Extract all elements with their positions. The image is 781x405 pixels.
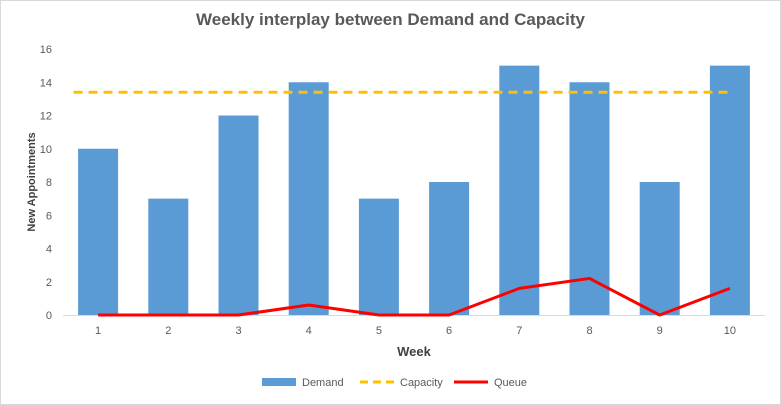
demand-bar [78,148,119,315]
y-tick-label: 0 [46,310,52,322]
demand-bar [218,115,259,315]
legend-label: Queue [494,377,527,389]
demand-bar [148,198,189,315]
legend-label: Capacity [400,377,443,389]
x-axis-label: Week [397,344,431,359]
x-tick-label: 7 [516,325,522,337]
demand-bar [358,198,399,315]
y-tick-label: 4 [46,244,52,256]
x-tick-label: 6 [446,325,452,337]
demand-bars [78,65,750,315]
y-tick-label: 6 [46,210,52,222]
queue-line [98,276,731,317]
chart-title: Weekly interplay between Demand and Capa… [196,10,585,29]
demand-bar [709,65,750,315]
demand-bar [288,82,329,315]
x-tick-label: 2 [165,325,171,337]
x-axis-ticks: 1 2 3 4 5 6 7 8 9 10 [95,325,736,337]
y-axis-ticks: 0 2 4 6 8 10 12 14 16 [40,44,52,322]
legend: Demand Capacity Queue [262,377,527,389]
y-tick-label: 14 [40,77,52,89]
series-lines [73,90,734,317]
x-tick-label: 9 [657,325,663,337]
demand-bar [569,82,610,315]
y-tick-label: 12 [40,111,52,123]
y-tick-label: 16 [40,44,52,56]
x-tick-label: 10 [724,325,736,337]
legend-swatch-demand [262,378,296,386]
y-tick-label: 2 [46,277,52,289]
x-tick-label: 1 [95,325,101,337]
y-tick-label: 8 [46,177,52,189]
demand-bar [429,182,470,315]
x-tick-label: 4 [306,325,312,337]
legend-label: Demand [302,377,344,389]
demand-bar [499,65,540,315]
y-tick-label: 10 [40,144,52,156]
x-tick-label: 5 [376,325,382,337]
x-tick-label: 3 [235,325,241,337]
x-tick-label: 8 [586,325,592,337]
demand-bar [639,182,680,315]
y-axis-label: New Appointments [26,132,38,231]
